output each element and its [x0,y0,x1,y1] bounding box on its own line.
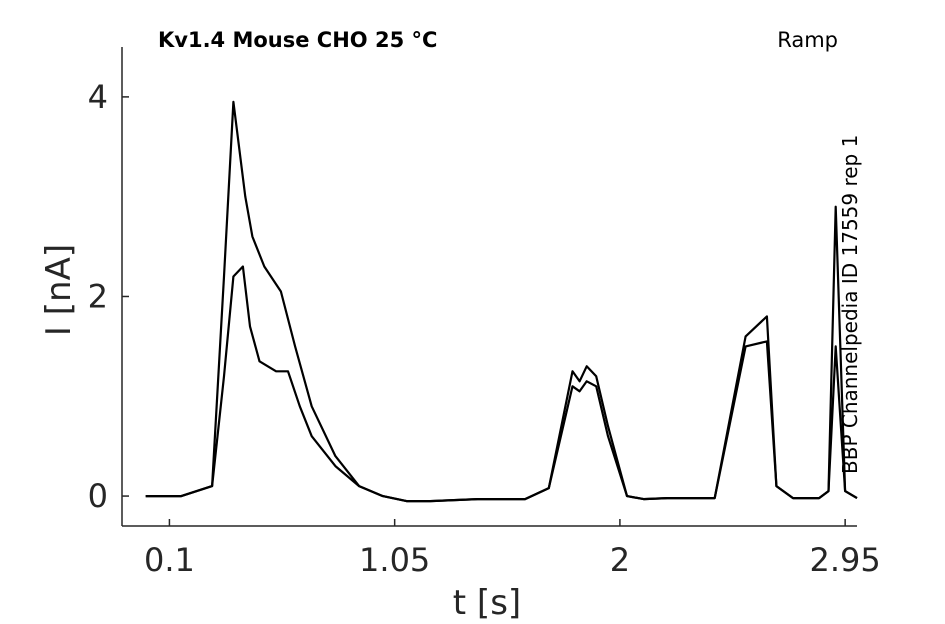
y-tick-label: 0 [88,477,108,515]
x-axis-label: t [s] [453,583,521,623]
protocol-label: Ramp [777,28,838,52]
x-tick-label: 0.1 [144,541,195,579]
y-tick-label: 2 [88,277,108,315]
chart-title: Kv1.4 Mouse CHO 25 °C [158,28,437,52]
channelpedia-id-label: BBP Channelpedia ID 17559 rep 1 [838,135,862,474]
x-tick-label: 2 [610,541,630,579]
traces [145,100,858,503]
labels: Kv1.4 Mouse CHO 25 °C Ramp BBP Channelpe… [39,28,862,623]
axes: 0.1 1.05 2 2.95 0 2 4 [88,47,881,579]
x-tick-label: 1.05 [359,541,430,579]
trace-1 [145,265,858,503]
y-axis-label: I [nA] [39,244,79,336]
y-tick-label: 4 [88,78,108,116]
x-tick-label: 2.95 [810,541,881,579]
trace-2 [145,100,858,503]
